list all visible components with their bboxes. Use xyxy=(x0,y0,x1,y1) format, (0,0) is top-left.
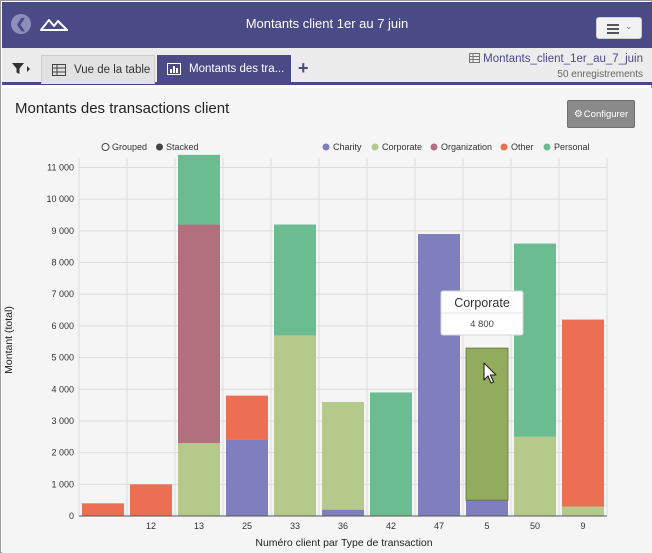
window-title: Montants client 1er au 7 juin xyxy=(245,16,409,31)
bar-segment-corporate[interactable] xyxy=(562,506,604,516)
tooltip-title: Corporate xyxy=(454,296,510,310)
back-arrow-icon[interactable]: ❮ xyxy=(11,14,31,34)
tab-table-label: Vue de la table xyxy=(74,64,151,76)
x-tick-label: 36 xyxy=(338,521,348,531)
mountain-logo-icon[interactable] xyxy=(40,16,68,32)
y-tick-label: 0 xyxy=(69,511,74,521)
bar-segment-charity[interactable] xyxy=(226,439,268,516)
legend-label-charity[interactable]: Charity xyxy=(333,142,362,152)
bar-segment-charity[interactable] xyxy=(322,509,364,516)
legend-swatch-other[interactable] xyxy=(500,143,508,151)
legend-swatch-personal[interactable] xyxy=(543,143,551,151)
bar-segment-other[interactable] xyxy=(226,395,268,440)
x-tick-label: 25 xyxy=(242,521,252,531)
x-tick-label: 12 xyxy=(146,521,156,531)
x-tick-label: 47 xyxy=(434,521,444,531)
dataset-table-icon xyxy=(469,53,481,63)
x-tick-label: 50 xyxy=(530,521,540,531)
bar-segment-charity[interactable] xyxy=(418,234,460,516)
y-tick-label: 1 000 xyxy=(51,479,74,489)
y-tick-label: 7 000 xyxy=(51,289,74,299)
x-tick-label: 42 xyxy=(386,521,396,531)
legend-label-other[interactable]: Other xyxy=(511,142,534,152)
legend-label-personal[interactable]: Personal xyxy=(554,142,590,152)
bar-segment-corporate[interactable] xyxy=(274,335,316,516)
panel-title: Montants des transactions client xyxy=(15,100,230,117)
grouped-radio[interactable] xyxy=(101,143,110,151)
gear-icon: ⚙ xyxy=(573,109,583,120)
bar-segment-charity[interactable] xyxy=(466,500,508,516)
stacked-bar-chart: Grouped Stacked Charity Corporate Organiza… xyxy=(3,142,608,549)
legend-swatch-corporate[interactable] xyxy=(371,143,379,151)
dataset-link[interactable]: Montants_client_1er_au_7_juin xyxy=(469,53,643,65)
tab-table-view[interactable]: Vue de la table xyxy=(41,55,155,84)
stacked-label[interactable]: Stacked xyxy=(166,142,199,152)
mouse-cursor-icon xyxy=(483,362,497,384)
x-axis-title: Numéro client par Type de transaction xyxy=(255,537,432,549)
tab-chart-label: Montants des tra... xyxy=(189,63,285,75)
configure-button[interactable]: ⚙Configurer xyxy=(567,100,635,128)
add-tab-plus-icon[interactable]: + xyxy=(298,58,309,78)
y-tick-label: 9 000 xyxy=(51,226,74,236)
configure-label: Configurer xyxy=(583,109,629,120)
hamburger-icon xyxy=(607,24,619,36)
y-tick-label: 3 000 xyxy=(51,416,74,426)
bar-segment-personal[interactable] xyxy=(274,224,316,336)
y-axis-title: Montant (total) xyxy=(3,306,15,374)
x-tick-label: 5 xyxy=(484,521,489,531)
bar-segment-other[interactable] xyxy=(82,503,124,516)
tab-chart-view[interactable]: Montants des tra... xyxy=(157,55,291,84)
y-tick-label: 10 000 xyxy=(46,194,74,204)
stacked-radio[interactable] xyxy=(156,143,163,151)
legend-label-organization[interactable]: Organization xyxy=(441,142,492,152)
bar-chart-icon xyxy=(167,63,181,75)
chart-panel: Montants des transactions client ⚙Config… xyxy=(2,88,652,553)
hamburger-menu-button[interactable]: ⌄ xyxy=(596,17,642,39)
bar-segment-other[interactable] xyxy=(130,484,172,516)
bar-segment-other[interactable] xyxy=(562,319,604,507)
bar-segment-personal[interactable] xyxy=(178,154,220,225)
legend-swatch-charity[interactable] xyxy=(322,143,330,151)
x-axis-ticks: 12 13 25 33 36 42 47 5 50 9 xyxy=(146,521,586,531)
tab-bar: Vue de la table Montants des tra... + Mo… xyxy=(2,48,652,85)
legend-mode-toggle: Grouped Stacked xyxy=(101,142,199,152)
tooltip-value: 4 800 xyxy=(470,319,494,330)
filter-icon[interactable] xyxy=(11,62,33,76)
y-tick-label: 2 000 xyxy=(51,448,74,458)
bar-segment-organization[interactable] xyxy=(178,224,220,444)
bar-segment-corporate[interactable] xyxy=(322,401,364,510)
x-tick-label: 33 xyxy=(290,521,300,531)
chart-tooltip: Corporate 4 800 xyxy=(440,290,524,336)
y-axis-ticks: 0 1 000 2 000 3 000 4 000 5 000 6 000 7 000 8 00… xyxy=(46,163,74,521)
top-bar: ❮ Montants client 1er au 7 juin ⌄ xyxy=(2,2,652,48)
y-tick-label: 6 000 xyxy=(51,321,74,331)
legend-swatch-organization[interactable] xyxy=(430,143,438,151)
x-tick-label: 13 xyxy=(194,521,204,531)
y-tick-label: 8 000 xyxy=(51,258,74,268)
grouped-label[interactable]: Grouped xyxy=(112,142,147,152)
y-tick-label: 11 000 xyxy=(47,163,74,173)
y-tick-label: 4 000 xyxy=(51,384,74,394)
bar-segment-personal[interactable] xyxy=(514,243,556,437)
bar-segment-personal[interactable] xyxy=(370,392,412,516)
dataset-name: Montants_client_1er_au_7_juin xyxy=(483,53,643,65)
bar-segment-corporate[interactable] xyxy=(178,443,220,516)
series-legend: Charity Corporate Organization Other Persona… xyxy=(322,142,590,152)
record-count: 50 enregistrements xyxy=(557,69,643,80)
table-icon xyxy=(52,64,66,76)
x-tick-label: 9 xyxy=(580,521,585,531)
legend-label-corporate[interactable]: Corporate xyxy=(382,142,422,152)
bar-segment-corporate[interactable] xyxy=(514,436,556,516)
chart-bars xyxy=(82,154,604,516)
chevron-down-icon: ⌄ xyxy=(625,21,633,31)
y-tick-label: 5 000 xyxy=(51,353,74,363)
